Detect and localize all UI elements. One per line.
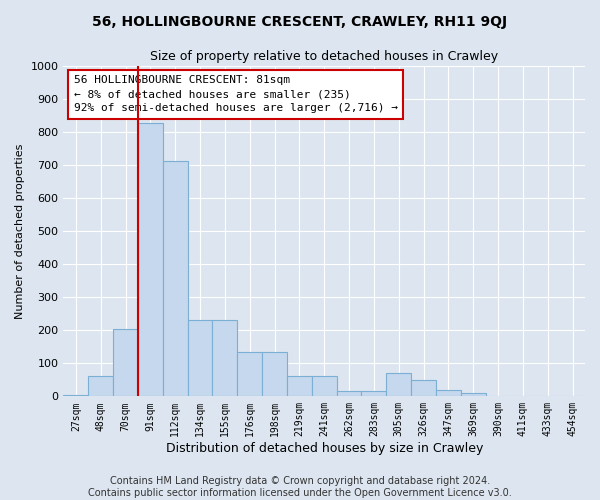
Bar <box>411 380 436 396</box>
Bar <box>337 392 361 396</box>
Y-axis label: Number of detached properties: Number of detached properties <box>15 144 25 318</box>
Bar <box>436 390 461 396</box>
Text: Contains HM Land Registry data © Crown copyright and database right 2024.
Contai: Contains HM Land Registry data © Crown c… <box>88 476 512 498</box>
Bar <box>138 124 163 396</box>
Bar <box>237 352 262 397</box>
Text: 56 HOLLINGBOURNE CRESCENT: 81sqm
← 8% of detached houses are smaller (235)
92% o: 56 HOLLINGBOURNE CRESCENT: 81sqm ← 8% of… <box>74 76 398 114</box>
X-axis label: Distribution of detached houses by size in Crawley: Distribution of detached houses by size … <box>166 442 483 455</box>
Bar <box>287 376 312 396</box>
Text: 56, HOLLINGBOURNE CRESCENT, CRAWLEY, RH11 9QJ: 56, HOLLINGBOURNE CRESCENT, CRAWLEY, RH1… <box>92 15 508 29</box>
Bar <box>113 328 138 396</box>
Bar <box>262 352 287 397</box>
Bar <box>461 393 485 396</box>
Bar <box>88 376 113 396</box>
Bar <box>386 373 411 396</box>
Title: Size of property relative to detached houses in Crawley: Size of property relative to detached ho… <box>150 50 498 63</box>
Bar <box>188 320 212 396</box>
Bar <box>361 392 386 396</box>
Bar <box>212 320 237 396</box>
Bar <box>312 376 337 396</box>
Bar <box>163 162 188 396</box>
